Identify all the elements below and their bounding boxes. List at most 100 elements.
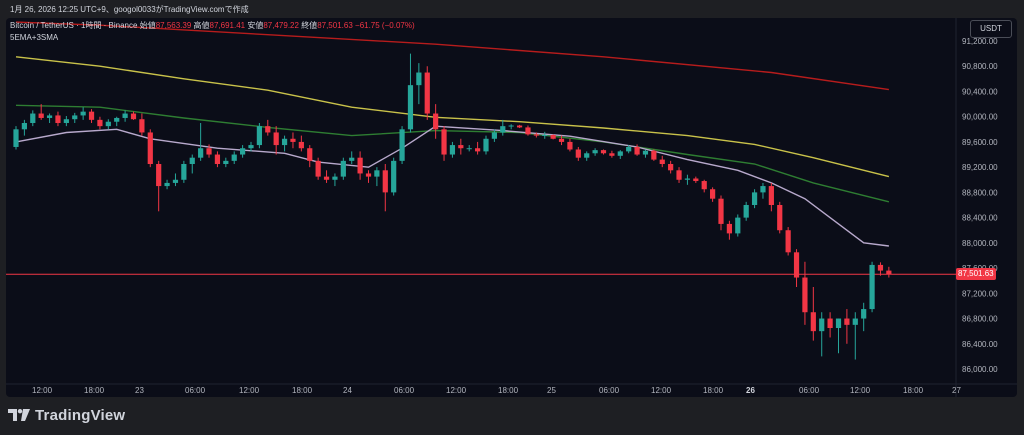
candle-body <box>357 157 363 174</box>
price-chart[interactable]: 91,200.00 90,800.00 90,400.00 90,000.00 89,6… <box>6 18 1017 397</box>
candle-body <box>500 126 506 133</box>
moving-average-line <box>15 125 889 247</box>
brand-footer[interactable]: TradingView <box>8 405 125 425</box>
candle-body <box>777 205 783 231</box>
candle-body <box>231 154 237 161</box>
candle-body <box>223 160 229 164</box>
open-value: 87,563.39 <box>155 21 192 30</box>
candle-body <box>349 157 355 161</box>
candle-body <box>567 141 573 150</box>
candle-body <box>735 217 741 234</box>
candle-body <box>449 145 456 155</box>
candle-body <box>374 170 380 177</box>
symbol-header: 1月 26, 2026 12:25 UTC+9、googol0033がTradi… <box>10 4 251 15</box>
moving-average-line <box>15 104 890 203</box>
candle-body <box>332 176 338 180</box>
candle-body <box>651 150 657 160</box>
candle-body <box>147 132 153 164</box>
x-tick-label: 25 <box>547 386 556 395</box>
candle-body <box>30 113 36 123</box>
tradingview-logo-icon <box>8 409 30 421</box>
low-label: 安値 <box>247 21 264 30</box>
candle-body <box>668 164 674 171</box>
x-tick-label: 18:00 <box>292 386 313 395</box>
candle-body <box>21 123 27 130</box>
candle-body <box>189 157 195 164</box>
candle-body <box>550 134 556 139</box>
x-tick-label: 06:00 <box>799 386 820 395</box>
plot-area[interactable]: 91,200.00 90,800.00 90,400.00 90,000.00 89,6… <box>6 18 1017 397</box>
brand-name: TradingView <box>35 406 126 424</box>
close-label: 終値 <box>301 21 318 30</box>
symbol-name[interactable]: Bitcoin / TetherUS · 1時間 · Binance <box>10 21 138 30</box>
candle-body <box>508 125 514 127</box>
candle-body <box>475 148 481 152</box>
candle-body <box>382 170 388 193</box>
candle-body <box>198 148 204 158</box>
candle-body <box>886 270 892 275</box>
candle-body <box>693 178 699 182</box>
candle-body <box>710 189 716 199</box>
y-tick-label: 87,200.00 <box>962 289 998 298</box>
candle-body <box>458 145 464 149</box>
candle-body <box>88 111 95 120</box>
y-tick-label: 86,400.00 <box>962 340 998 349</box>
candle-body <box>861 309 867 319</box>
candle-body <box>819 318 825 332</box>
candle-body <box>802 277 808 313</box>
x-tick-label: 18:00 <box>703 386 724 395</box>
candle-body <box>751 192 758 205</box>
candle-body <box>584 153 590 158</box>
moving-average-line <box>15 56 890 178</box>
candle-body <box>600 150 607 154</box>
ohlc-legend[interactable]: Bitcoin / TetherUS · 1時間 · Binance 始値87,… <box>10 20 415 31</box>
x-tick-label: 06:00 <box>394 386 415 395</box>
candle-body <box>38 113 44 118</box>
candle-body <box>760 186 766 193</box>
candle-body <box>105 121 111 127</box>
x-tick-label: 18:00 <box>903 386 924 395</box>
candle-body <box>684 178 691 180</box>
y-tick-label: 86,000.00 <box>962 365 998 374</box>
candle-body <box>97 119 103 127</box>
candle-body <box>592 150 598 154</box>
candle-body <box>869 264 875 310</box>
candle-body <box>214 154 221 164</box>
candle-body <box>365 173 372 177</box>
y-tick-label: 91,200.00 <box>962 37 998 46</box>
candle-body <box>424 72 430 114</box>
candle-body <box>768 186 774 205</box>
last-price-tag: 87,501.63 <box>956 268 996 280</box>
candle-body <box>533 134 539 136</box>
change-value: −61.75 (−0.07%) <box>355 21 415 30</box>
y-tick-label: 89,600.00 <box>962 138 998 147</box>
candle-body <box>256 126 262 146</box>
candle-body <box>114 117 120 122</box>
candle-body <box>491 132 497 139</box>
candle-body <box>827 318 833 328</box>
candle-body <box>441 129 447 155</box>
candle-body <box>315 160 321 177</box>
indicator-label[interactable]: 5EMA+3SMA <box>10 33 59 42</box>
candle-body <box>525 127 531 135</box>
close-value: 87,501.63 <box>317 21 353 30</box>
moving-average-line <box>15 21 890 91</box>
x-tick-label: 12:00 <box>239 386 260 395</box>
x-tick-label: 27 <box>952 386 961 395</box>
candle-body <box>483 138 489 152</box>
candle-body <box>72 115 78 120</box>
candle-body <box>340 160 346 177</box>
candle-body <box>575 149 581 158</box>
candle-body <box>63 119 69 123</box>
y-tick-label: 86,800.00 <box>962 315 998 324</box>
candle-body <box>785 230 791 253</box>
candle-body <box>558 138 565 142</box>
candle-body <box>164 182 170 187</box>
candle-body <box>609 153 615 156</box>
y-tick-label: 89,200.00 <box>962 163 998 172</box>
candle-body <box>701 181 707 190</box>
currency-button[interactable]: USDT <box>970 20 1012 38</box>
x-tick-label: 18:00 <box>84 386 105 395</box>
date-caption: 1月 26, 2026 12:25 UTC+9、googol0033がTradi… <box>10 5 249 14</box>
candle-body <box>399 129 405 161</box>
